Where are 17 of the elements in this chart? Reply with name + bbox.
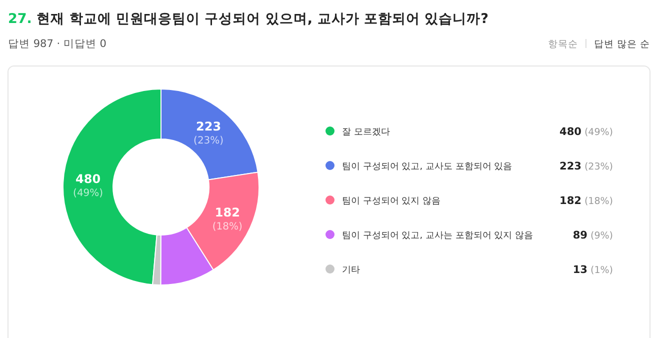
legend-label: 잘 모르겠다 <box>342 128 390 138</box>
text: 480 (49%) <box>560 126 613 138</box>
text: 223 (23%) <box>560 160 613 172</box>
legend-label: 팀이 구성되어 있고, 교사는 포함되어 있지 않음 <box>342 231 534 241</box>
data-label: 89 (9%) <box>572 230 613 242</box>
data-label: 13 (1%) <box>572 264 613 276</box>
chart-subtitle: 답변 987 · 미답변 0 <box>8 38 106 50</box>
legend-label: 기타 <box>342 266 360 276</box>
text: 답변 많은 순 <box>594 39 650 50</box>
chart-title: 27. 현재 학교에 민원대응팀이 구성되어 있으며, 교사가 포함되어 있습니까? <box>8 11 488 27</box>
data-label: 223 (23%) <box>194 120 224 147</box>
legend-label: 팀이 구성되어 있고, 교사도 포함되어 있음 <box>342 162 512 172</box>
text: 182 (18%) <box>560 195 613 207</box>
data-label: 480 (49%) <box>73 172 104 199</box>
legend-label: 팀이 구성되어 있지 않음 <box>342 196 441 206</box>
data-label: 182 (18%) <box>212 205 243 232</box>
text: 항목순 <box>548 39 578 50</box>
